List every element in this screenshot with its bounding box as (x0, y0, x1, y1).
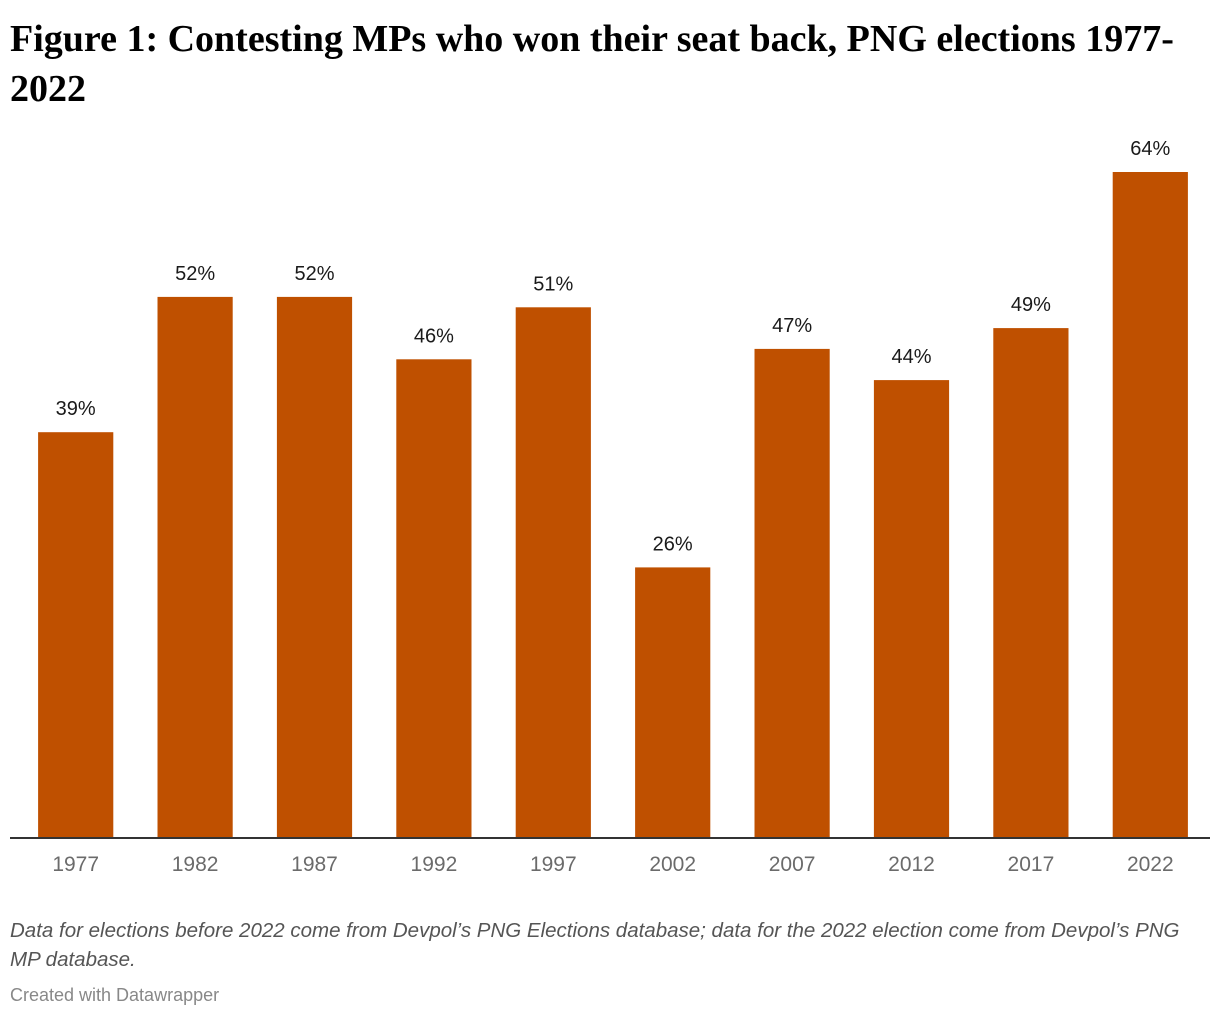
x-tick-label-2012: 2012 (888, 853, 935, 876)
x-tick-label-1997: 1997 (530, 853, 577, 876)
bar-1992 (396, 359, 472, 838)
value-label-1982: 52% (175, 263, 215, 285)
x-tick-label-1977: 1977 (52, 853, 99, 876)
value-label-1987: 52% (294, 263, 334, 285)
value-label-1997: 51% (533, 273, 573, 295)
x-tick-labels-group: 1977 1982 1987 1992 1997 2002 2007 2012 2017 2022 (52, 853, 1173, 876)
value-label-2017: 49% (1011, 294, 1051, 316)
x-tick-label-2022: 2022 (1127, 853, 1174, 876)
x-tick-label-2002: 2002 (649, 853, 696, 876)
bars-group (38, 172, 1188, 838)
bar-2022 (1112, 172, 1188, 838)
bar-1987 (276, 296, 353, 838)
value-labels-group: 39% 52% 52% 46% 51% 26% 47% 44% 49% 64% (56, 138, 1171, 555)
bar-2012 (873, 380, 950, 838)
value-label-2002: 26% (653, 533, 693, 555)
x-tick-label-1982: 1982 (172, 853, 219, 876)
bar-chart: 39%52% 52%46%51%26%47%44%49%64% 1977 1982 1… (10, 138, 1210, 876)
x-tick-label-2007: 2007 (769, 853, 816, 876)
chart-title: Figure 1: Contesting MPs who won their s… (10, 18, 1174, 110)
x-tick-label-2017: 2017 (1008, 853, 1055, 876)
bar-1982 (157, 296, 233, 838)
value-label-2007: 47% (772, 315, 812, 337)
bar-2017 (993, 328, 1069, 838)
bar-1997 (515, 307, 591, 838)
chart-notes: Data for elections before 2022 come from… (10, 919, 1180, 971)
x-tick-label-1987: 1987 (291, 853, 338, 876)
value-label-2012: 44% (891, 346, 931, 368)
value-label-1992: 46% (414, 325, 454, 347)
bar-2002 (635, 567, 711, 838)
credit-line: Created with Datawrapper (10, 985, 220, 1005)
value-label-2022: 64% (1130, 138, 1170, 160)
x-tick-label-1992: 1992 (411, 853, 458, 876)
bar-1977 (38, 432, 114, 838)
value-label-1977: 39% (56, 398, 96, 420)
bar-2007 (754, 348, 830, 838)
